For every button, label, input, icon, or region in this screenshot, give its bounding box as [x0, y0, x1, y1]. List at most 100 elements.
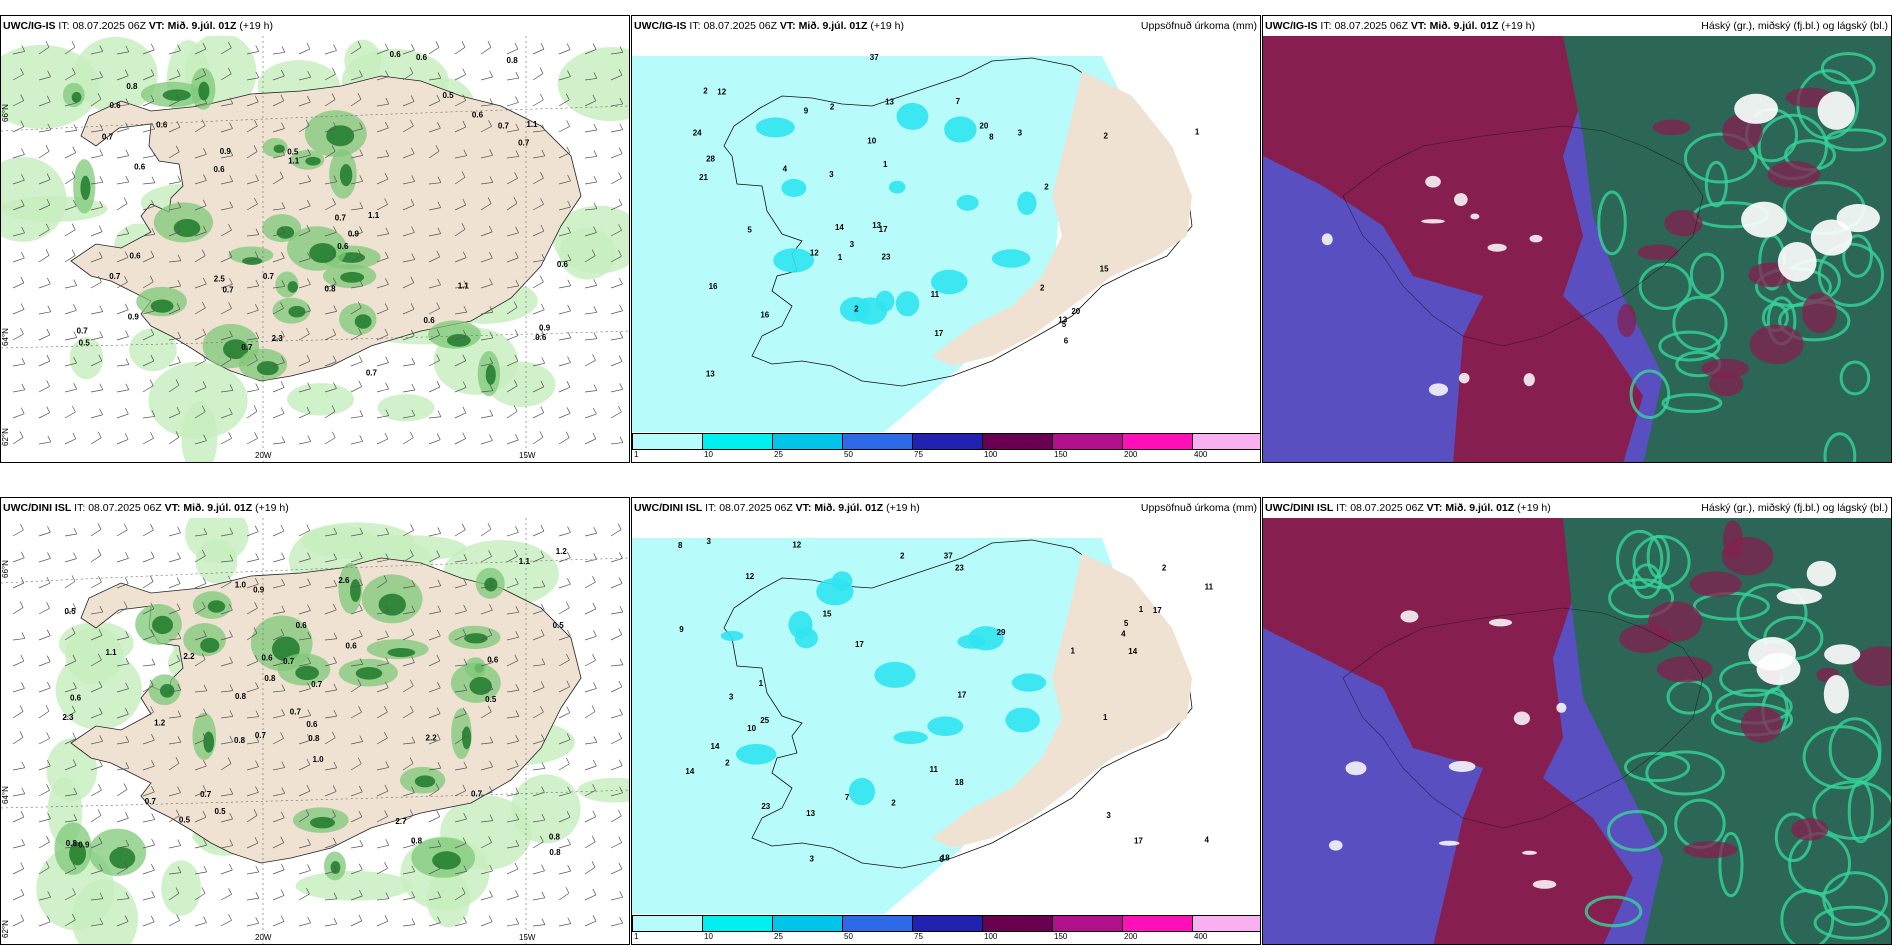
wind-barb-flag — [592, 43, 597, 50]
wind-barb-flag — [593, 553, 598, 560]
wind-barb-flag — [359, 410, 364, 417]
wind-barb — [116, 583, 129, 589]
wind-barb — [324, 334, 336, 341]
wind-shade-dark — [109, 847, 136, 869]
wind-barb-flag — [359, 629, 363, 637]
wind-barb — [376, 898, 389, 901]
wind-barb-flag — [20, 576, 25, 584]
wind-barb-flag — [618, 836, 623, 843]
cloud-gap — [1776, 588, 1823, 605]
wind-barb-flag — [280, 407, 285, 414]
wind-barb — [116, 75, 129, 81]
wind-barb — [454, 767, 467, 771]
wind-barb — [558, 362, 571, 367]
wind-barb-flag — [463, 761, 468, 769]
wind-barb-flag — [307, 578, 311, 585]
wind-value: 0.6 — [134, 163, 146, 172]
wind-barb-flag — [513, 301, 518, 308]
high-cloud-layer — [1263, 518, 1633, 944]
wind-barb-flag — [177, 736, 182, 743]
wind-barb-flag — [255, 786, 259, 793]
wind-barb — [506, 129, 519, 133]
wind-barb-flag — [45, 41, 50, 48]
wind-barb-flag — [255, 553, 259, 560]
wind-barb — [610, 103, 623, 107]
wind-barb-flag — [331, 431, 336, 438]
wind-barb — [350, 76, 363, 81]
wind-barb — [324, 715, 337, 719]
wind-barb — [402, 389, 415, 393]
wind-barb-flag — [21, 787, 26, 794]
wind-barb-flag — [385, 657, 390, 664]
wind-barb — [246, 660, 259, 667]
wind-barb-flag — [359, 279, 364, 287]
wind-barb-flag — [97, 431, 102, 438]
wind-barb — [272, 558, 285, 563]
wind-barb-flag — [592, 94, 597, 101]
cloud-gap — [1777, 241, 1817, 282]
wind-barb — [324, 50, 337, 55]
wind-barb-flag — [489, 331, 494, 339]
wind-barb — [272, 52, 285, 55]
wind-barb-flag — [73, 96, 77, 103]
wind-barb-flag — [125, 175, 130, 183]
wind-barb — [584, 765, 597, 771]
wind-barb — [610, 611, 623, 615]
wind-barb — [480, 47, 492, 55]
wind-barb — [272, 921, 285, 927]
wind-barb — [64, 581, 76, 589]
wind-barb — [90, 898, 103, 901]
wind-barb — [376, 767, 389, 771]
wind-barb-flag — [306, 327, 310, 335]
wind-barb-flag — [21, 682, 25, 689]
wind-barb-flag — [437, 201, 442, 208]
wind-barb — [142, 739, 155, 745]
wind-barb — [324, 767, 337, 771]
wind-barb — [246, 871, 259, 875]
wind-barb — [480, 870, 493, 875]
wind-barb-flag — [619, 46, 624, 53]
precip-value: 4 — [783, 164, 788, 173]
wind-barb — [584, 532, 597, 537]
wind-barb — [584, 608, 597, 615]
wind-barb-flag — [202, 785, 207, 792]
wind-barb — [12, 607, 24, 615]
wind-barb — [402, 685, 414, 693]
wind-barb-flag — [281, 578, 285, 586]
wind-barb-flag — [307, 382, 311, 389]
wind-barb-flag — [20, 810, 25, 818]
wind-barb — [116, 439, 129, 445]
wind-barb — [610, 129, 623, 133]
wind-barb-flag — [333, 917, 338, 925]
wind-barb — [38, 204, 51, 211]
wind-barb-flag — [409, 67, 414, 74]
wind-barb-flag — [410, 95, 415, 102]
wind-barb-flag — [124, 276, 128, 283]
wind-barb-flag — [281, 656, 285, 663]
wind-barb — [506, 335, 519, 341]
wind-value: 2.3 — [62, 713, 74, 722]
wind-barb — [506, 178, 518, 185]
wind-barb — [480, 689, 493, 693]
wind-barb — [90, 659, 102, 667]
wind-barb — [558, 180, 571, 185]
wind-barb-flag — [307, 435, 312, 442]
wind-value: 0.9 — [78, 840, 90, 849]
wind-barb-flag — [47, 305, 52, 312]
cloud-gap — [1522, 850, 1537, 855]
wind-barb-flag — [385, 227, 390, 234]
wind-barb — [220, 894, 232, 901]
low-cloud-contour — [1632, 563, 1662, 600]
wind-barb — [558, 763, 570, 771]
wind-barb-flag — [20, 327, 24, 335]
wind-barb — [558, 923, 571, 927]
precip-value: 2 — [900, 552, 905, 561]
wind-barb-flag — [619, 891, 623, 898]
wind-barb-flag — [176, 577, 181, 584]
wind-barb — [428, 868, 440, 875]
wind-barb — [428, 739, 441, 745]
wind-barb-flag — [333, 226, 337, 233]
wind-barb-flag — [280, 524, 285, 532]
wind-barb — [480, 284, 493, 289]
wind-barb-flag — [72, 759, 77, 766]
